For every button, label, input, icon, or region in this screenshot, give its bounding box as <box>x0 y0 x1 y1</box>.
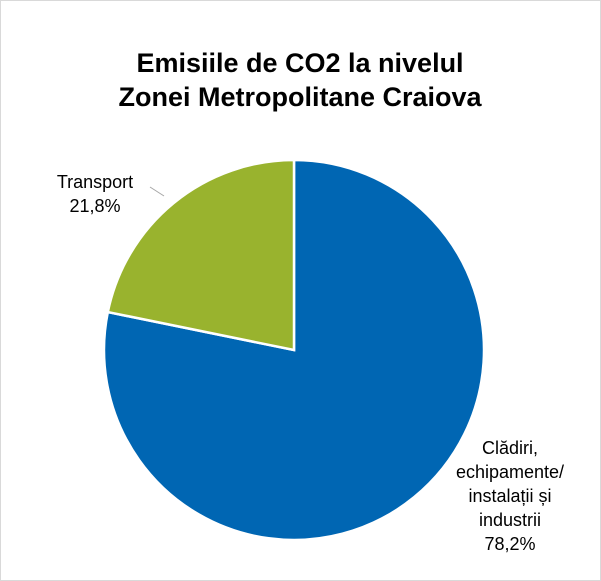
pie-slice <box>106 158 296 352</box>
value-label: 78,2% <box>484 534 536 554</box>
chart-title: Zonei Metropolitane Craiova <box>118 82 482 112</box>
category-label: Transport <box>56 172 134 192</box>
data-label: Transport 21,8% <box>30 170 160 218</box>
value-label: 21,8% <box>69 196 121 216</box>
data-label: Clădiri, echipamente/ instalații și indu… <box>435 436 585 556</box>
category-label: Clădiri, echipamente/ instalații și indu… <box>455 438 565 530</box>
chart-title: Emisiile de CO2 la nivelul <box>136 48 463 78</box>
leader-line <box>149 186 165 197</box>
